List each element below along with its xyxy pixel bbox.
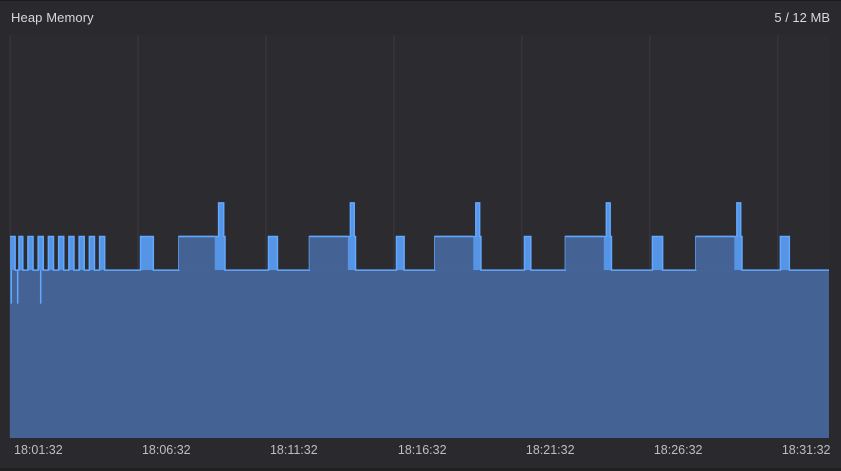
x-tick-label: 18:26:32: [654, 443, 703, 457]
x-tick-label: 18:06:32: [142, 443, 191, 457]
x-tick-label: 18:31:32: [782, 443, 831, 457]
memory-plateau: [565, 237, 603, 271]
baseline-area: [10, 270, 829, 438]
x-axis-ticks: 18:01:32 18:06:32 18:11:32 18:16:32 18:21:32…: [14, 443, 831, 457]
x-tick-label: 18:01:32: [14, 443, 63, 457]
x-tick-label: 18:11:32: [270, 443, 318, 457]
memory-plateau: [696, 237, 734, 271]
memory-plateau: [309, 237, 347, 271]
memory-plateau: [179, 237, 215, 271]
x-tick-label: 18:21:32: [526, 443, 575, 457]
memory-area: [10, 270, 829, 438]
x-tick-label: 18:16:32: [398, 443, 447, 457]
memory-plateau: [435, 237, 473, 271]
